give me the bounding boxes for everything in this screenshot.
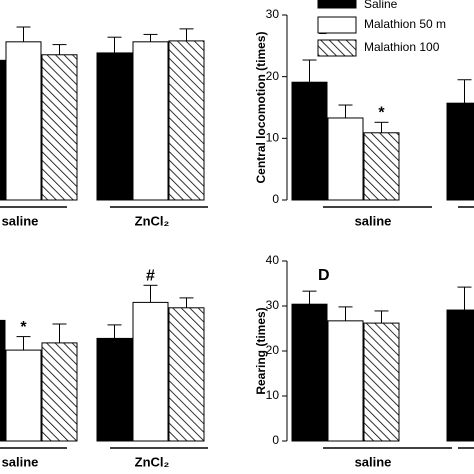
y-axis-label: Central locomotion (times) bbox=[254, 31, 268, 183]
y-tick-label: 10 bbox=[266, 131, 280, 145]
bar bbox=[5, 41, 42, 201]
bar bbox=[5, 349, 42, 442]
y-tick-label: 20 bbox=[266, 343, 280, 357]
bar bbox=[41, 54, 78, 201]
bar bbox=[327, 117, 364, 201]
annotation: # bbox=[146, 268, 155, 285]
bar bbox=[168, 307, 205, 442]
y-tick-label: 20 bbox=[266, 69, 280, 83]
legend-label: Saline bbox=[364, 0, 398, 11]
x-tick-label: saline bbox=[2, 454, 39, 469]
legend-swatch bbox=[317, 39, 357, 57]
bar bbox=[96, 52, 133, 201]
y-tick-label: 0 bbox=[272, 433, 279, 447]
legend-swatch bbox=[317, 0, 357, 9]
x-tick-label: saline bbox=[2, 213, 39, 228]
bar bbox=[327, 320, 364, 442]
legend-label: Malathion 50 m bbox=[364, 17, 446, 31]
legend-label: Malathion 100 bbox=[364, 40, 440, 54]
bar bbox=[0, 59, 6, 201]
bar bbox=[41, 342, 78, 442]
bar bbox=[446, 309, 474, 442]
bar bbox=[363, 322, 400, 442]
bar bbox=[96, 337, 133, 442]
x-tick-label: ZnCl₂ bbox=[135, 454, 170, 469]
legend-swatch bbox=[317, 16, 357, 34]
bar bbox=[168, 40, 205, 201]
y-tick-label: 30 bbox=[266, 298, 280, 312]
panel-label: D bbox=[318, 267, 330, 284]
bar bbox=[0, 319, 6, 442]
y-tick-label: 30 bbox=[266, 7, 280, 21]
bar bbox=[291, 81, 328, 201]
y-tick-label: 10 bbox=[266, 388, 280, 402]
annotation: * bbox=[378, 105, 385, 122]
x-tick-label: saline bbox=[355, 454, 392, 469]
bar bbox=[132, 301, 169, 442]
y-axis-label: Rearing (times) bbox=[254, 307, 268, 394]
bar bbox=[363, 132, 400, 201]
x-tick-label: ZnCl₂ bbox=[135, 213, 170, 228]
x-tick-label: saline bbox=[355, 213, 392, 228]
y-tick-label: 40 bbox=[266, 253, 280, 267]
bar bbox=[446, 102, 474, 201]
bar bbox=[132, 41, 169, 201]
y-tick-label: 0 bbox=[272, 192, 279, 206]
bar bbox=[291, 303, 328, 442]
annotation: * bbox=[20, 319, 27, 336]
